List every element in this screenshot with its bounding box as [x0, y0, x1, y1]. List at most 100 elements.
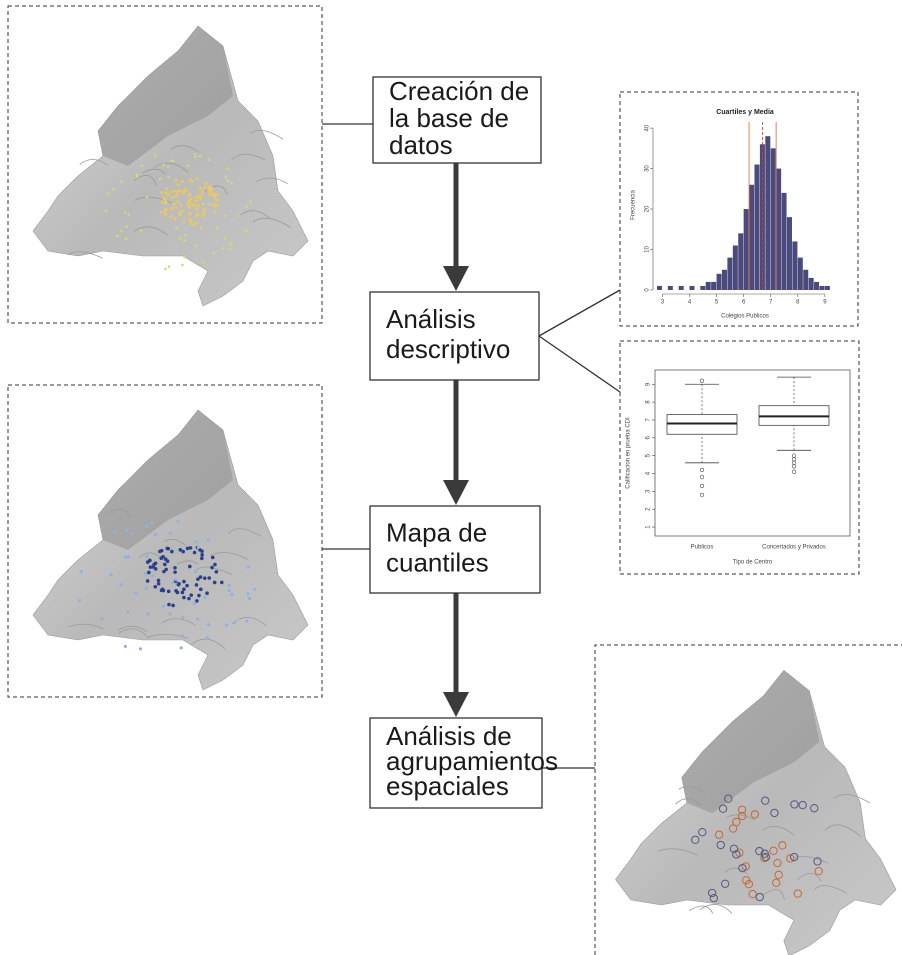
diagram: Creación dela base dedatosAnálisisdescri… [0, 0, 902, 955]
outlier [700, 475, 704, 479]
map-point [209, 186, 212, 189]
outlier [792, 470, 796, 474]
map-point [160, 211, 163, 214]
map-point [164, 199, 167, 202]
map-point [194, 156, 197, 159]
map-point [171, 604, 175, 608]
map-point [213, 194, 216, 197]
map-point [179, 211, 182, 214]
map-point [164, 557, 168, 561]
map-point [224, 237, 227, 240]
map-point [208, 159, 211, 162]
map-point [179, 237, 182, 240]
map-point [216, 199, 219, 202]
map-point [196, 577, 200, 581]
map-point [154, 154, 157, 157]
map-point [205, 182, 208, 185]
map-point [205, 591, 209, 595]
histogram-bar [738, 233, 743, 290]
map-point [125, 529, 128, 532]
y-tick-label: 4 [646, 471, 652, 475]
map-point [174, 190, 177, 193]
map-point [157, 579, 161, 583]
map-point [189, 178, 192, 181]
map-point [253, 588, 256, 591]
map [33, 26, 308, 306]
map-point [178, 548, 182, 552]
histogram-bar [787, 217, 792, 290]
map-point [173, 217, 176, 220]
map-point [184, 189, 187, 192]
map-point [220, 581, 224, 585]
map-point [176, 520, 179, 523]
map-point [200, 549, 204, 553]
map-point [193, 602, 196, 605]
map-point [167, 603, 171, 607]
map-point [210, 188, 213, 191]
map-point [173, 566, 177, 570]
map-point [169, 190, 172, 193]
map-point [151, 574, 154, 577]
x-tick-label: Publicos [691, 545, 714, 551]
map-point [113, 531, 116, 534]
map-point [161, 201, 164, 204]
map-point [159, 178, 162, 181]
boxplot-frame [620, 341, 859, 574]
y-tick-label: 8 [646, 400, 652, 404]
map-point [176, 591, 180, 595]
map-point [170, 207, 173, 210]
arrows [443, 163, 469, 717]
map-point [159, 556, 163, 560]
histogram-bar [679, 286, 684, 290]
chart-title: Cuartiles y Media [716, 109, 774, 116]
node-label: datos [389, 130, 453, 160]
map-point [162, 163, 165, 166]
histogram-bar [733, 245, 738, 290]
map-point [196, 213, 199, 216]
map-point [145, 555, 148, 558]
map-point [116, 234, 119, 237]
map-point [247, 565, 250, 568]
map-point [146, 196, 149, 199]
map-point [140, 229, 143, 232]
y-axis-label: Frecuencia [631, 190, 637, 220]
histogram-bar [754, 165, 759, 290]
map-point [245, 230, 248, 233]
outlier [792, 457, 796, 461]
map-point [196, 177, 199, 180]
map [33, 410, 308, 690]
map-point [167, 176, 170, 179]
outlier [700, 484, 704, 488]
map-point [199, 197, 202, 200]
map-point [207, 623, 210, 626]
map-point [207, 538, 210, 541]
map-point [212, 203, 215, 206]
map-point [175, 193, 178, 196]
map-point [171, 196, 174, 199]
map-point [164, 208, 167, 211]
node-label: Análisis [386, 304, 476, 334]
map-point [195, 245, 198, 248]
map-point [152, 563, 156, 567]
map-point [202, 261, 205, 264]
map-point [160, 191, 163, 194]
map-point [190, 203, 193, 206]
histogram-bar [782, 193, 787, 290]
map-point [139, 647, 142, 650]
map-point [200, 553, 204, 557]
map-point [126, 610, 129, 613]
outlier [792, 461, 796, 465]
map-point [203, 208, 206, 211]
y-tick-label: 1 [646, 525, 652, 529]
histogram-bar [689, 286, 694, 290]
map-point [224, 215, 227, 218]
map-point [188, 193, 191, 196]
map [616, 670, 897, 955]
map-point [188, 199, 191, 202]
map-relief [689, 906, 713, 913]
y-tick-label: 30 [645, 165, 651, 172]
map-point [169, 532, 172, 535]
map-point [216, 227, 219, 230]
map-point [189, 222, 192, 225]
map-point [182, 587, 186, 591]
